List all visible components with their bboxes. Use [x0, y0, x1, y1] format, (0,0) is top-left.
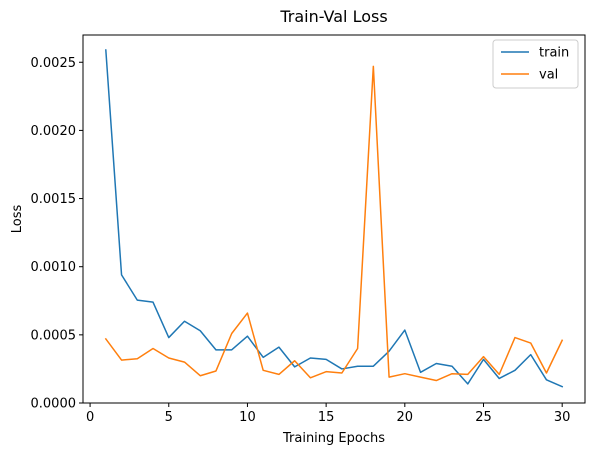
- y-axis: 0.0000 0.0005 0.0010 0.0015 0.0020 0.0025: [31, 56, 83, 412]
- x-tick-label: 5: [165, 410, 173, 425]
- x-tick-label: 25: [475, 410, 492, 425]
- x-tick-label: 15: [318, 410, 335, 425]
- y-axis-label: Loss: [10, 205, 25, 234]
- x-tick-label: 0: [86, 410, 94, 425]
- x-tick-label: 30: [554, 410, 571, 425]
- y-tick-label: 0.0010: [31, 260, 77, 275]
- series-line-val: [104, 65, 564, 382]
- legend-label-val: val: [539, 68, 558, 83]
- series-lines: [104, 49, 564, 388]
- x-tick-label: 10: [239, 410, 256, 425]
- y-tick-label: 0.0020: [31, 124, 77, 139]
- x-axis-label: Training Epochs: [282, 431, 385, 446]
- legend-label-train: train: [539, 46, 569, 61]
- y-tick-label: 0.0025: [31, 56, 77, 71]
- y-tick-label: 0.0015: [31, 192, 77, 207]
- x-tick-label: 20: [397, 410, 414, 425]
- series-line-train: [105, 49, 564, 388]
- y-tick-label: 0.0005: [31, 328, 77, 343]
- plot-area-frame: [82, 34, 586, 404]
- y-tick-label: 0.0000: [31, 397, 77, 412]
- x-axis: 0 5 10 15 20 25 30: [86, 403, 571, 425]
- legend: train val: [492, 39, 579, 89]
- chart-title: Train-Val Loss: [279, 7, 387, 26]
